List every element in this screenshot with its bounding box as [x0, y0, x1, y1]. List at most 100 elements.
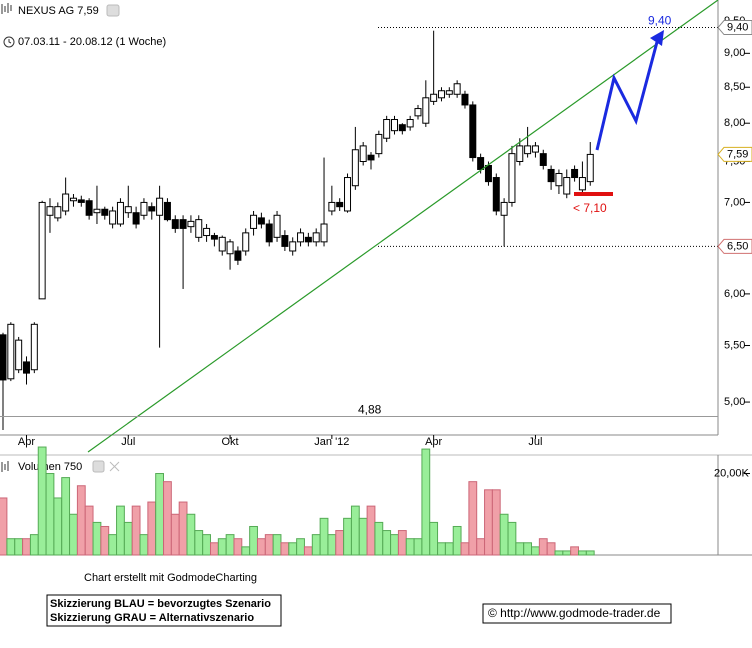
candle-body — [250, 214, 258, 229]
candle-body — [539, 153, 547, 166]
x-tick-label: Okt — [222, 436, 239, 448]
volume-bar — [45, 473, 55, 556]
note: Skizzierung GRAU = Alternativszenario — [50, 612, 254, 624]
volume-bar — [225, 534, 235, 556]
candle-body — [328, 201, 336, 212]
volume-bar — [554, 550, 564, 556]
x-tick-label: Apr — [18, 436, 35, 448]
scenario-arrowhead — [650, 30, 664, 46]
volume-bar — [578, 550, 587, 556]
candle-body — [195, 219, 203, 238]
volume-bar — [0, 497, 8, 556]
candle-body — [179, 219, 187, 229]
volume-bar — [421, 448, 431, 556]
chart-title: NEXUS AG 7,59 — [18, 5, 99, 17]
candle-body — [109, 210, 117, 225]
candle-body — [336, 201, 344, 208]
candle-body — [367, 154, 375, 161]
volume-bar — [123, 521, 133, 556]
volume-bar — [100, 525, 110, 556]
volume-bar — [562, 550, 572, 556]
note: Skizzierung BLAU = bevorzugtes Szenario — [50, 598, 271, 610]
volume-bar — [116, 505, 125, 556]
candle-body — [156, 197, 164, 216]
chart-subtitle: 07.03.11 - 20.08.12 (1 Woche) — [18, 36, 166, 48]
volume-bar — [6, 538, 16, 556]
price-box — [717, 238, 752, 254]
candle-body — [398, 124, 406, 132]
volume-bar — [249, 525, 258, 556]
candle-body — [210, 235, 218, 240]
copyright-box — [482, 603, 672, 624]
volume-bar — [515, 542, 525, 556]
volume-bar — [382, 530, 392, 556]
volume-bar — [585, 550, 595, 556]
volume-bar — [374, 521, 384, 556]
candle-body — [148, 206, 156, 212]
candle-body — [524, 145, 532, 155]
volume-bar — [397, 530, 407, 556]
price-box — [717, 20, 752, 36]
volume-bar — [170, 513, 180, 556]
candle-body — [445, 90, 453, 95]
candle-body — [359, 145, 367, 162]
volume-bar — [390, 534, 399, 556]
candle-body — [265, 223, 273, 243]
volume-bar — [69, 513, 78, 556]
candle-body — [391, 119, 398, 132]
candle-body — [124, 206, 132, 214]
candle-body — [586, 153, 594, 183]
trend-line — [87, 0, 719, 453]
volume-bar — [484, 489, 493, 556]
candle-body — [500, 201, 508, 216]
volume-bar — [327, 534, 337, 556]
volume-bar — [92, 521, 102, 556]
candle-body — [273, 214, 281, 238]
y-tick-label: 5,50 — [724, 339, 745, 351]
volume-bar — [147, 501, 157, 556]
candle-body — [69, 197, 77, 202]
y-tick-label: 8,50 — [724, 81, 745, 93]
volume-bar — [296, 538, 305, 556]
volume-bar — [14, 538, 24, 556]
volume-bar — [531, 546, 540, 556]
candle-body — [116, 201, 124, 225]
credit: Chart erstellt mit GodmodeCharting — [84, 572, 257, 584]
volume-bar — [452, 525, 462, 556]
candle-body — [492, 177, 500, 212]
candle-body — [0, 334, 7, 381]
x-tick-label: Jul — [121, 436, 135, 448]
price-box-label: 7,59 — [727, 148, 748, 160]
volume-bar — [468, 481, 478, 556]
volume-bar — [570, 546, 579, 556]
price-box — [717, 146, 752, 162]
volume-bar — [311, 534, 321, 556]
volume-bar — [272, 534, 282, 556]
candle-body — [547, 168, 555, 183]
volume-bar — [186, 513, 196, 556]
volume-bar — [319, 517, 329, 556]
candle-body — [312, 232, 320, 243]
candle-body — [344, 177, 352, 212]
volume-bar — [139, 534, 149, 556]
volume-bar — [108, 534, 118, 556]
volume-tick-label: 20,00K — [714, 467, 750, 479]
candle-body — [218, 236, 226, 252]
candle-body — [38, 201, 46, 300]
volume-bar — [217, 538, 227, 556]
y-tick-label: 5,00 — [724, 396, 745, 408]
volume-bar — [163, 481, 172, 556]
candle-body — [203, 227, 211, 237]
volume-bar — [288, 542, 298, 556]
volume-bar — [358, 517, 368, 556]
candle-body — [406, 119, 414, 128]
candle-body — [430, 93, 438, 102]
candle-body — [46, 206, 54, 216]
level-label: 4,88 — [358, 403, 382, 417]
candle-body — [85, 200, 93, 216]
candle-body — [7, 323, 15, 380]
volume-label: Volumen 750 — [18, 461, 82, 473]
target-label: 9,40 — [648, 14, 672, 28]
volume-bar — [29, 534, 39, 556]
